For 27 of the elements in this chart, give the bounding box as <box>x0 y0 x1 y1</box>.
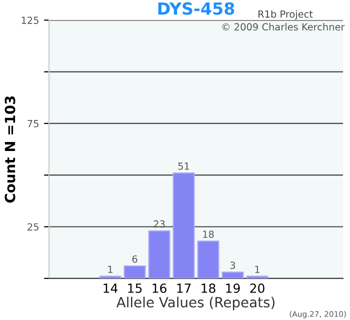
x-tick-label: 19 <box>226 283 240 293</box>
x-tick-label: 16 <box>152 283 166 293</box>
chart-title: DYS-458 <box>158 2 234 15</box>
data-label: 51 <box>178 162 190 170</box>
x-tick-label: 15 <box>128 284 142 293</box>
x-tick-label: 17 <box>177 284 191 293</box>
y-tick-label: 125 <box>22 16 38 24</box>
data-label: 1 <box>255 266 260 273</box>
y-axis-title: Count N =103 <box>4 96 16 203</box>
x-tick-label: 14 <box>104 284 118 293</box>
x-tick-label: 18 <box>202 283 216 293</box>
text: R1b Project <box>258 10 313 20</box>
data-label: 1 <box>108 266 112 273</box>
data-label: 6 <box>132 255 138 263</box>
data-label: 3 <box>230 262 236 269</box>
y-tick-label: 25 <box>28 223 38 231</box>
data-label: 23 <box>154 220 165 228</box>
annotation: © 2009 Charles Kerchner <box>222 23 345 31</box>
bar <box>148 230 170 278</box>
bar <box>124 265 146 278</box>
bar <box>197 240 220 278</box>
y-tick-label: 75 <box>28 120 38 128</box>
data-label: 18 <box>203 230 214 238</box>
bar <box>222 272 244 278</box>
x-axis-title: Allele Values (Repeats) <box>116 296 274 310</box>
bar <box>172 172 195 278</box>
x-tick-label: 20 <box>250 283 264 293</box>
